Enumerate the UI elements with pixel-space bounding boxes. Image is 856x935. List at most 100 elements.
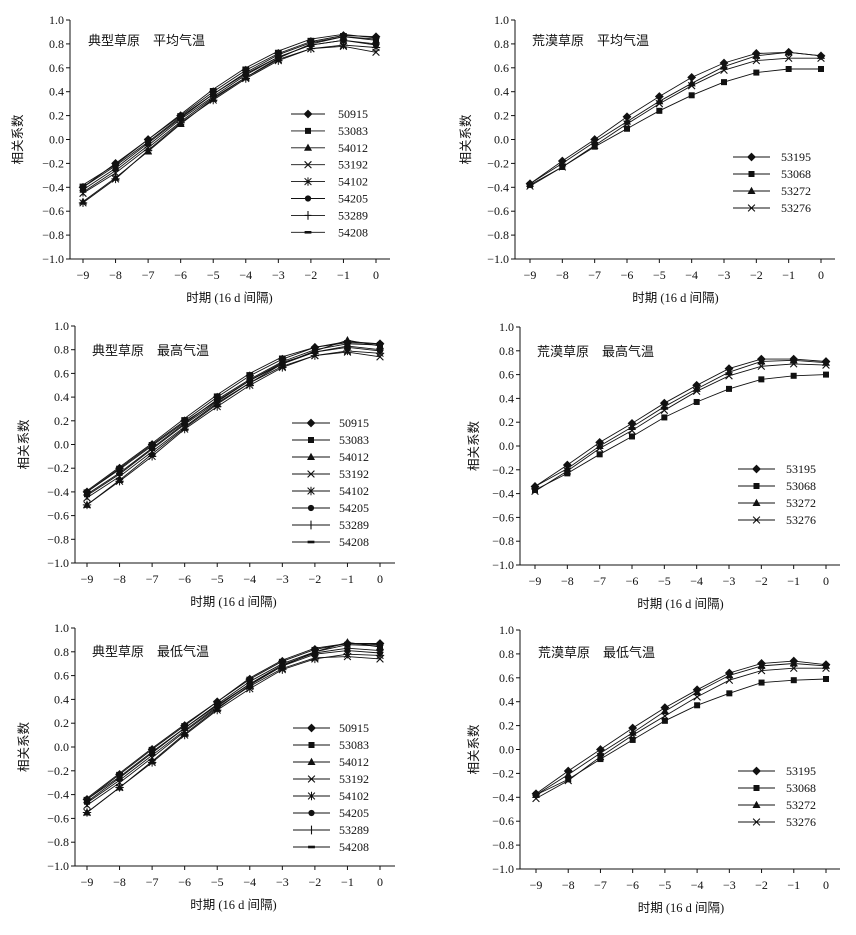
data-point-x — [564, 776, 573, 785]
legend: 50915 53083 54012 53192 54102 54205 53289 54208 — [293, 721, 369, 854]
x-tick-label: −6 — [178, 875, 191, 889]
data-point-square — [818, 65, 824, 72]
legend-item: 50915 — [293, 721, 369, 735]
y-tick-label: −0.6 — [47, 509, 69, 523]
x-axis-label: 时期 (16 d 间隔) — [186, 291, 272, 305]
data-point-dash — [148, 746, 156, 750]
legend-marker-x — [307, 775, 316, 783]
y-tick-label: 0.2 — [49, 109, 64, 123]
x-tick-label: −2 — [755, 878, 768, 892]
legend-marker-plus — [304, 211, 312, 220]
legend-item: 53195 — [733, 150, 811, 164]
y-tick-label: 0.4 — [54, 692, 69, 706]
data-point-asterisk — [343, 649, 352, 659]
data-point-square — [591, 143, 598, 150]
legend-item: 54102 — [293, 789, 369, 803]
legend-marker-diamond — [307, 723, 316, 733]
series-line — [82, 44, 377, 204]
y-axis-label: 相关系数 — [10, 114, 25, 165]
data-point-dash — [246, 372, 254, 375]
y-tick-label: −0.2 — [492, 766, 514, 780]
legend-marker-circle — [307, 504, 315, 512]
legend-marker-dash — [308, 845, 315, 849]
legend-marker-circle — [308, 809, 315, 817]
y-tick-label: 0.8 — [54, 645, 69, 659]
legend-item: 54205 — [291, 192, 368, 206]
data-point-asterisk — [115, 783, 124, 792]
y-tick-label: 0.4 — [499, 695, 514, 709]
data-point-triangle — [693, 687, 702, 696]
data-point-asterisk — [111, 174, 120, 184]
y-tick-label: 0.6 — [54, 366, 69, 380]
x-tick-label: −5 — [207, 268, 220, 282]
data-point-dash — [274, 49, 282, 53]
series-line — [86, 346, 381, 493]
x-tick-label: −4 — [690, 574, 703, 588]
y-tick-label: 1.0 — [499, 320, 514, 334]
legend-label: 50915 — [339, 721, 369, 735]
x-tick-label: −4 — [243, 875, 256, 889]
x-axis-label: 时期 (16 d 间隔) — [190, 898, 276, 912]
data-point-plus — [344, 341, 351, 351]
data-point-dash — [181, 723, 189, 726]
x-tick-label: −5 — [211, 572, 224, 586]
data-point-square — [721, 79, 727, 86]
legend-marker-asterisk — [303, 177, 313, 186]
series-53289 — [79, 35, 380, 197]
legend-marker-diamond — [752, 766, 761, 776]
x-tick-label: −6 — [174, 268, 187, 282]
data-point-x — [596, 752, 605, 761]
data-point-dash — [311, 646, 319, 650]
data-point-x — [532, 794, 540, 803]
y-axis-label: 相关系数 — [16, 419, 31, 470]
y-tick-label: −0.4 — [47, 485, 69, 499]
y-tick-label: 0.8 — [499, 647, 514, 661]
legend: 53195 53068 53272 53276 — [733, 150, 811, 215]
data-point-square — [726, 385, 732, 392]
y-tick-label: 0.6 — [499, 671, 514, 685]
y-axis-label: 相关系数 — [458, 114, 473, 165]
legend-marker-square — [308, 742, 315, 748]
x-tick-label: −8 — [109, 268, 122, 282]
y-tick-label: 0.0 — [499, 439, 514, 453]
series-line — [86, 351, 381, 499]
y-tick-label: −1.0 — [487, 252, 509, 266]
data-point-plus — [372, 39, 380, 49]
chart-panel: 1.0 0.8 0.6 0.4 0.2 0.0 −0.2 −0.4 −0.6 −0.8 −1.0 −9… — [458, 13, 835, 305]
series-line — [529, 51, 822, 185]
legend-marker-square — [748, 171, 755, 177]
legend-item: 53272 — [738, 496, 816, 510]
legend-item: 54102 — [291, 175, 368, 189]
x-tick-label: −9 — [529, 574, 542, 588]
legend-marker-square — [753, 785, 760, 791]
legend-marker-square — [753, 483, 760, 489]
data-point-asterisk — [343, 346, 352, 356]
data-point-dash — [83, 489, 91, 493]
legend-label: 53083 — [339, 738, 369, 752]
legend-label: 54102 — [339, 789, 369, 803]
x-tick-label: −3 — [718, 268, 731, 282]
legend-marker-x — [304, 160, 312, 169]
data-point-square — [694, 702, 701, 709]
data-point-x — [531, 487, 539, 496]
data-point-x — [752, 56, 761, 65]
series-line — [534, 358, 827, 487]
legend-item: 54102 — [292, 484, 369, 498]
legend-item: 53276 — [733, 201, 811, 215]
y-tick-label: −0.8 — [47, 835, 69, 849]
legend-marker-diamond — [752, 464, 761, 474]
y-tick-label: 0.0 — [54, 740, 69, 754]
legend-label: 53195 — [786, 764, 816, 778]
data-point-dash — [246, 676, 254, 680]
series-54102 — [82, 649, 385, 817]
legend-item: 54012 — [291, 141, 368, 155]
legend-marker-diamond — [303, 109, 313, 119]
series-line — [86, 343, 381, 495]
x-tick-label: −7 — [142, 268, 155, 282]
data-point-plus — [278, 660, 286, 670]
data-point-dash — [181, 417, 189, 420]
legend-item: 54205 — [293, 806, 369, 820]
data-point-dash — [112, 163, 119, 166]
data-point-plus — [209, 92, 217, 101]
y-tick-label: 0.6 — [494, 61, 509, 75]
